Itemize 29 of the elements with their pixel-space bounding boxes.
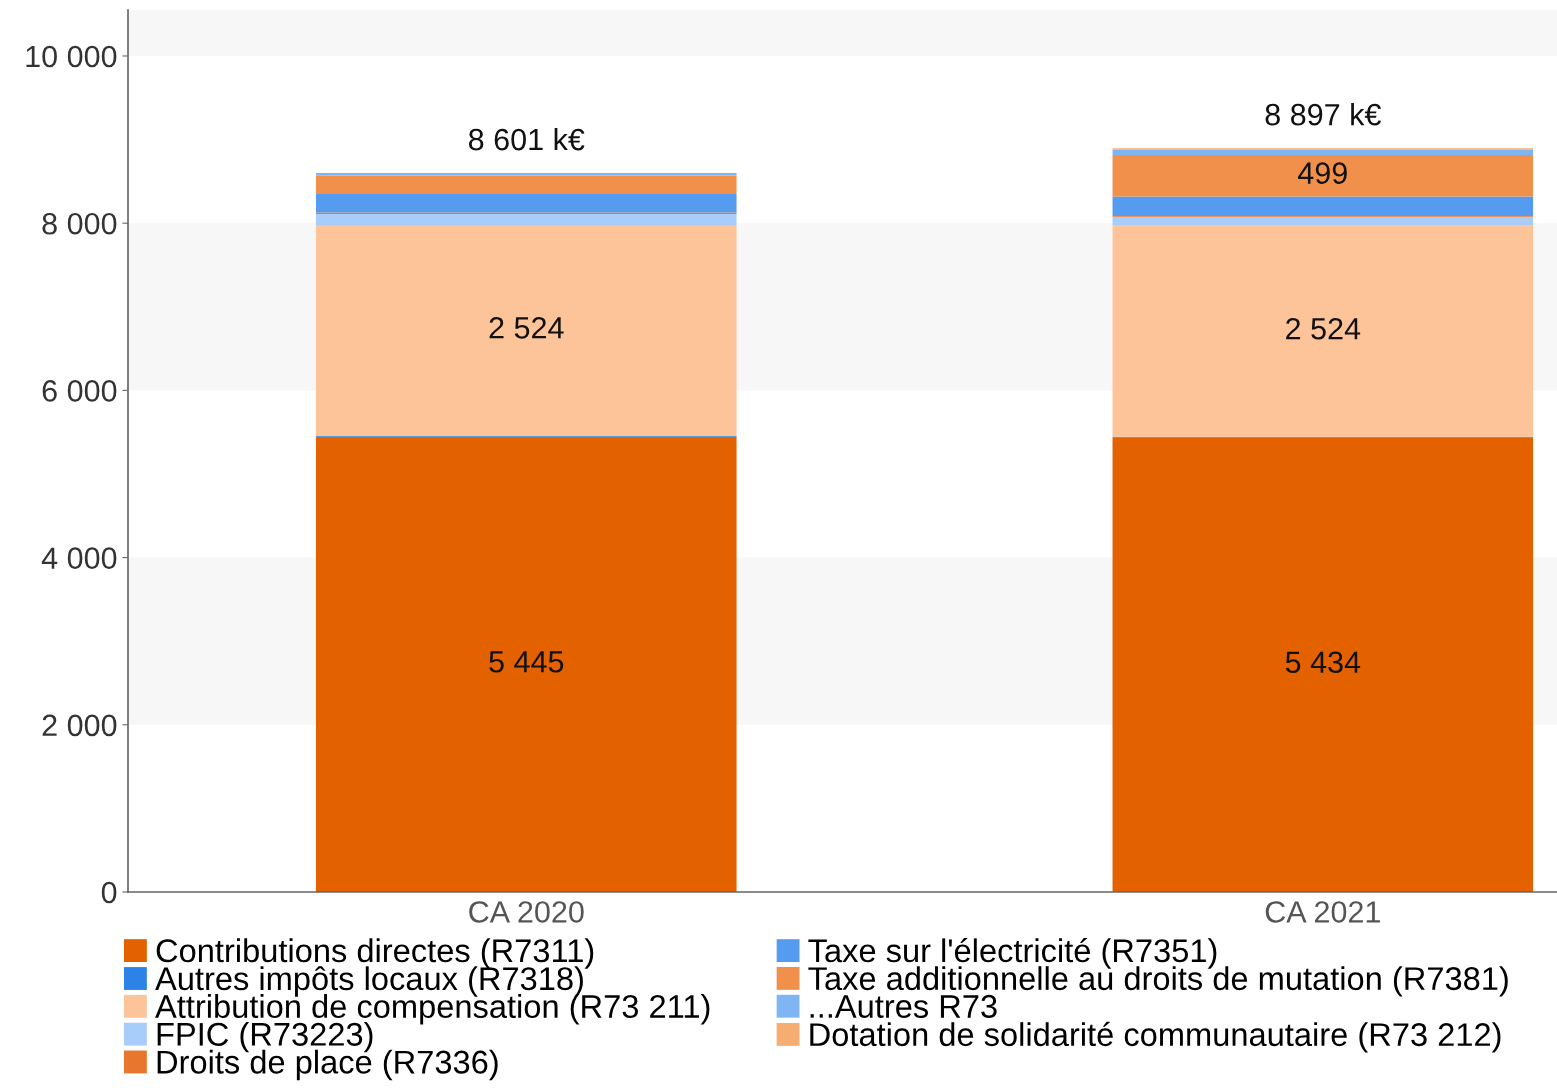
data-label: 2 524 bbox=[489, 317, 564, 339]
y-tick-label: 10 000 bbox=[26, 45, 117, 68]
data-label: 5 445 bbox=[489, 651, 564, 673]
bar bbox=[315, 224, 737, 436]
bar bbox=[315, 175, 737, 195]
y-tick-label: 4 000 bbox=[41, 547, 117, 569]
data-label: 499 bbox=[1298, 162, 1347, 184]
x-tick-label: CA 2020 bbox=[469, 901, 584, 923]
data-label: 5 434 bbox=[1285, 651, 1361, 674]
bar bbox=[1112, 149, 1534, 155]
legend-label: Dotation de solidarité communautaire (R73 212) bbox=[810, 1021, 1501, 1053]
bar bbox=[1112, 196, 1534, 215]
total-label: 8 601 k€ bbox=[468, 127, 585, 151]
data-label: 2 524 bbox=[1286, 317, 1361, 340]
y-tick-label: 2 000 bbox=[42, 714, 117, 737]
y-tick-label: 8 000 bbox=[42, 212, 117, 235]
y-tick-label: 6 000 bbox=[42, 380, 117, 402]
y-tick-label: 0 bbox=[101, 881, 117, 904]
bar bbox=[315, 214, 737, 225]
bar bbox=[1112, 216, 1534, 226]
bar bbox=[1112, 154, 1534, 197]
bar bbox=[315, 436, 737, 892]
x-tick-label: CA 2021 bbox=[1265, 901, 1380, 923]
total-label: 8 897 k€ bbox=[1265, 103, 1381, 126]
bar bbox=[315, 173, 737, 176]
bar bbox=[315, 194, 737, 213]
legend-label: ...Autres R73 bbox=[810, 994, 997, 1018]
bar bbox=[1112, 437, 1534, 892]
bar bbox=[1112, 225, 1534, 437]
